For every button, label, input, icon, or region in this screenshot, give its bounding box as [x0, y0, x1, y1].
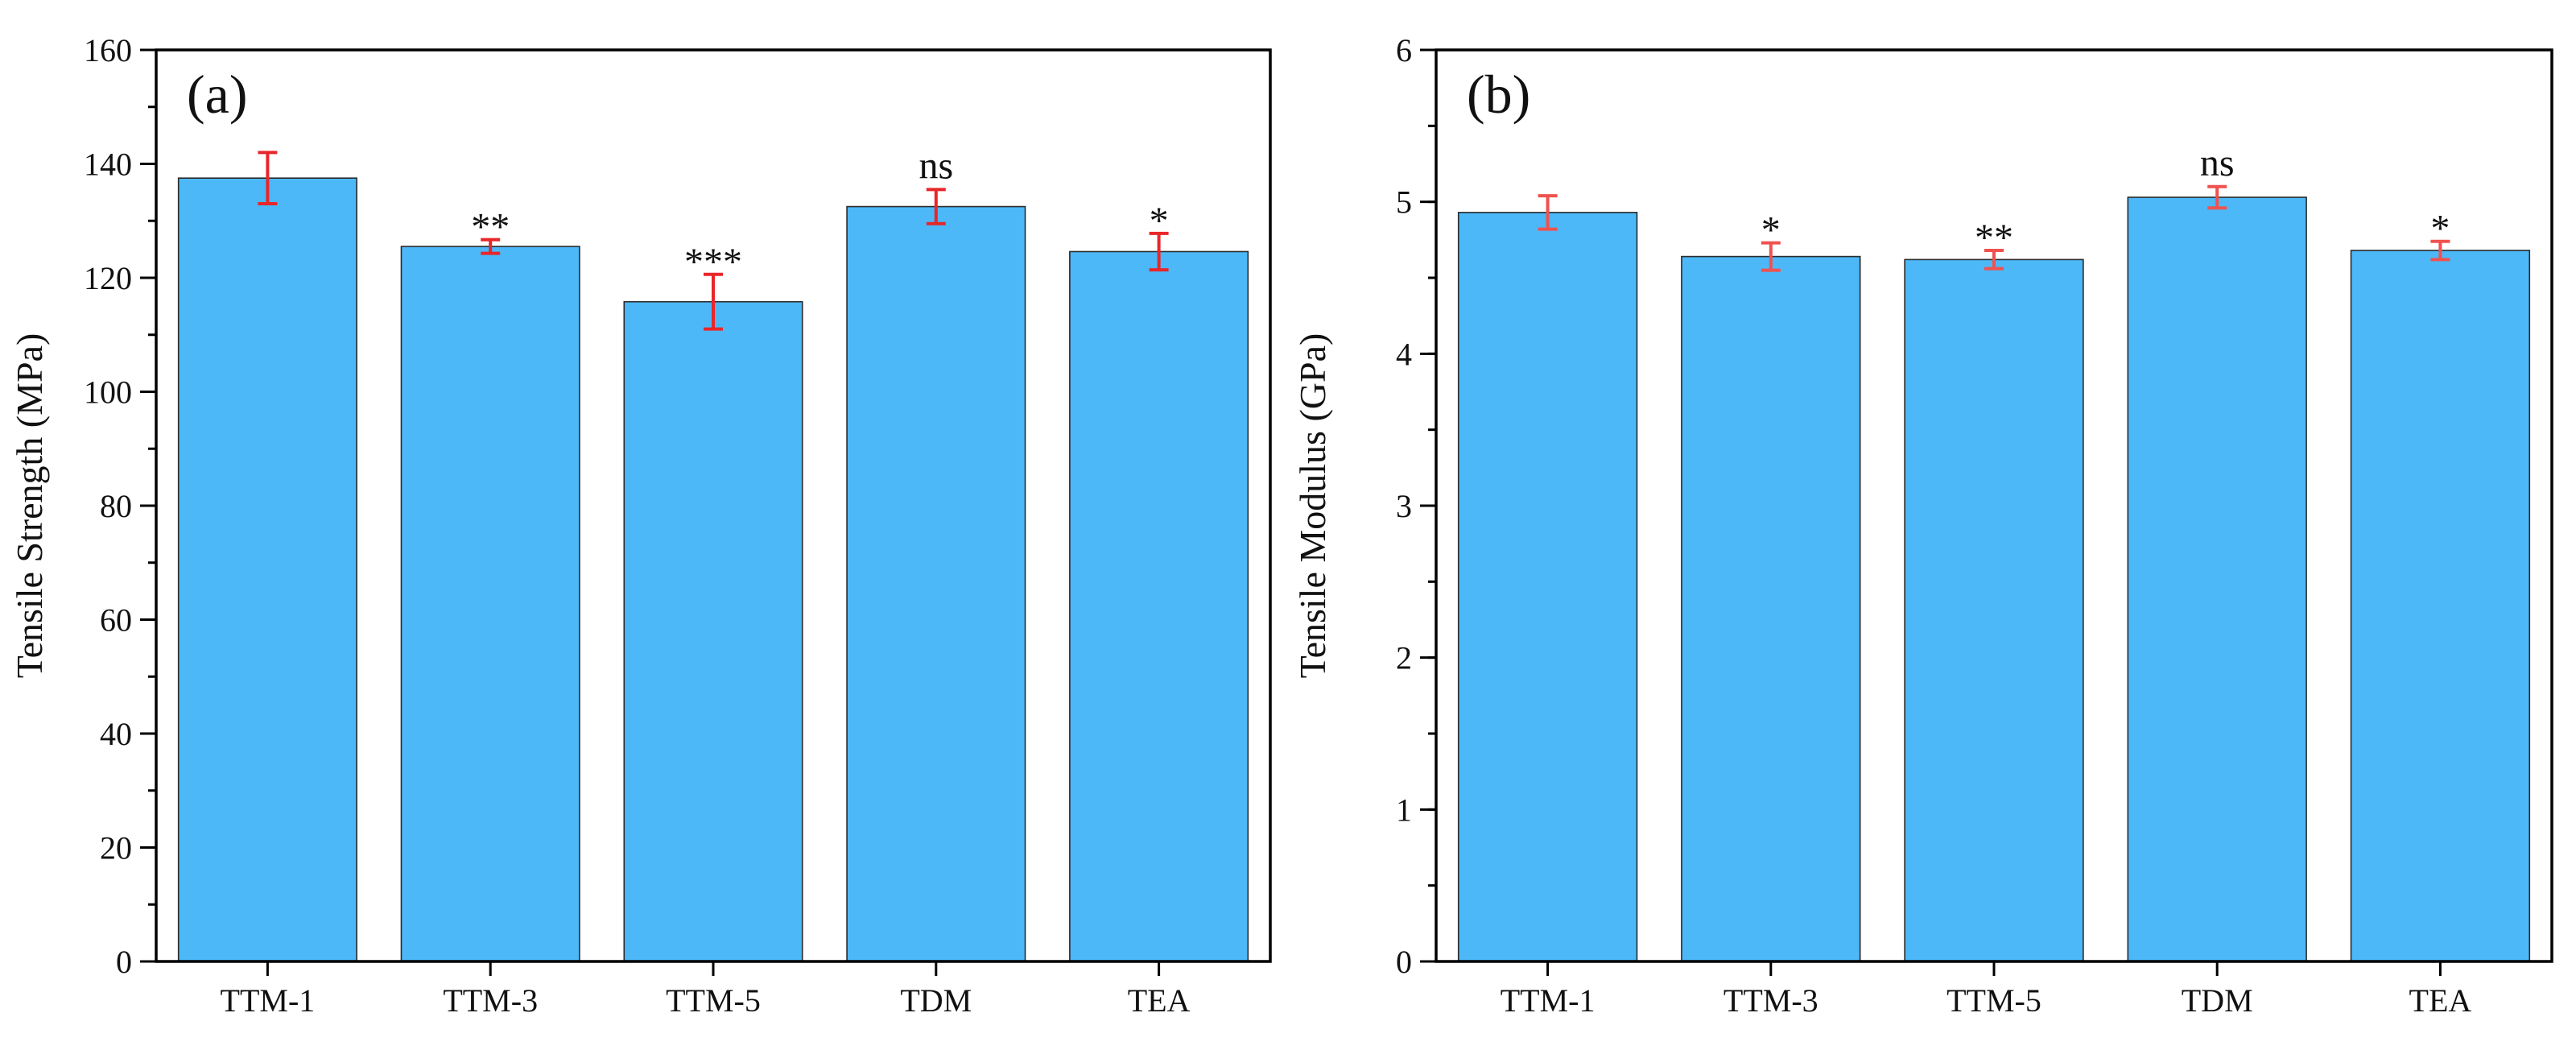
bar-ttm-3: [400, 246, 580, 962]
bar-ttm-1: [1457, 212, 1638, 962]
chart-panel-2: TTM-1 * TTM-3 ** TTM-5 ns TDM * TEA 0 1 2 3 4 5 6 Tensil…: [1292, 32, 2553, 1019]
bar-tdm: [2127, 196, 2307, 962]
y-tick-label: 60: [100, 602, 132, 639]
error-bar-ttm-3: [1761, 241, 1781, 272]
y-tick-label: 120: [84, 260, 132, 296]
x-tick-label: TTM-1: [221, 982, 316, 1019]
y-tick-label: 1: [1396, 792, 1412, 828]
x-tick-label: TTM-5: [666, 982, 761, 1019]
bar-tea: [2350, 250, 2531, 962]
y-tick-label: 5: [1396, 184, 1412, 221]
x-tick-label: TEA: [2409, 982, 2472, 1019]
error-bar-tdm: [926, 188, 946, 225]
y-tick-label: 0: [116, 944, 132, 980]
bar-ttm-5: [623, 300, 803, 962]
y-tick-label: 6: [1396, 32, 1412, 68]
y-tick-label: 4: [1396, 336, 1412, 372]
y-tick-label: 0: [1396, 944, 1412, 980]
significance-label: **: [471, 206, 510, 249]
x-tick-label: TTM-3: [1724, 982, 1818, 1019]
bar-tdm: [846, 205, 1026, 962]
y-tick-label: 80: [100, 488, 132, 524]
y-axis-title: Tensile Modulus (GPa): [1292, 333, 1333, 679]
y-tick-label: 2: [1396, 640, 1412, 676]
x-tick-label: TDM: [2182, 982, 2253, 1019]
y-tick-label: 160: [84, 32, 132, 68]
error-bar-tea: [1149, 231, 1169, 272]
x-tick-label: TTM-3: [443, 982, 538, 1019]
x-tick-label: TTM-1: [1501, 982, 1596, 1019]
y-tick-label: 140: [84, 147, 132, 183]
error-bar-ttm-3: [481, 238, 501, 255]
significance-label: ns: [919, 144, 953, 187]
y-tick-label: 100: [84, 374, 132, 411]
error-bar-tea: [2430, 239, 2450, 262]
bar-ttm-1: [177, 177, 357, 962]
significance-label: *: [1150, 200, 1169, 242]
panel-label: (a): [187, 64, 247, 125]
y-axis-title: Tensile Strength (MPa): [9, 333, 50, 679]
error-bar-tdm: [2207, 184, 2227, 210]
x-tick-label: TTM-5: [1946, 982, 2041, 1019]
significance-label: **: [1975, 217, 2013, 259]
significance-label: *: [2430, 208, 2450, 250]
bar-tea: [1069, 250, 1249, 962]
x-tick-label: TEA: [1128, 982, 1191, 1019]
bar-ttm-5: [1904, 258, 2084, 962]
error-bar-ttm-1: [258, 151, 278, 206]
x-tick-label: TDM: [900, 982, 972, 1019]
y-tick-label: 3: [1396, 488, 1412, 524]
chart-panel-1: TTM-1 ** TTM-3 *** TTM-5 ns TDM * TEA 0 20 40 60 80 10…: [9, 32, 1272, 1019]
y-tick-label: 40: [100, 716, 132, 752]
bar-ttm-3: [1681, 255, 1861, 962]
error-bar-ttm-5: [704, 272, 723, 331]
significance-label: *: [1761, 209, 1781, 252]
significance-label: ***: [684, 241, 742, 283]
significance-label: ns: [2200, 142, 2235, 184]
panel-label: (b): [1467, 64, 1530, 125]
y-tick-label: 20: [100, 830, 132, 866]
error-bar-ttm-5: [1984, 249, 2004, 271]
error-bar-ttm-1: [1538, 194, 1558, 231]
